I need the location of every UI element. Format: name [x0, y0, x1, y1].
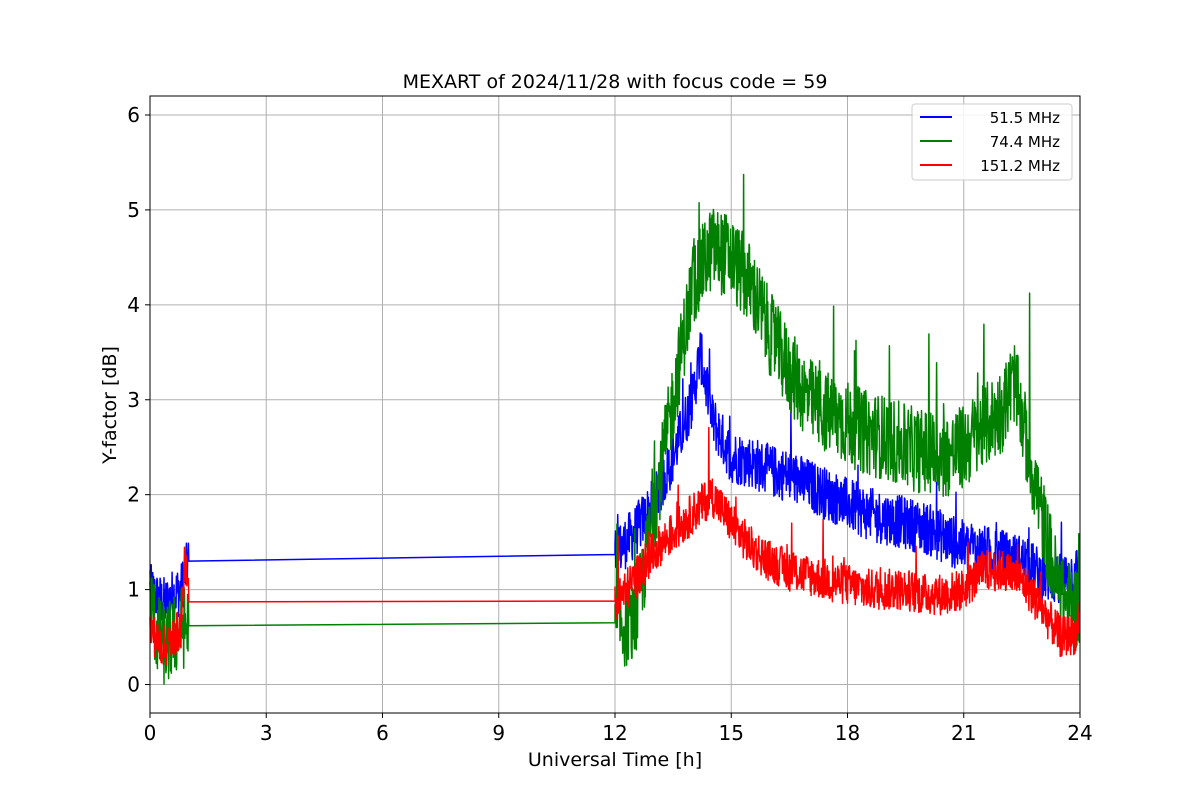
- y-tick-label: 4: [127, 293, 140, 317]
- legend-label: 51.5 MHz: [990, 109, 1060, 127]
- x-tick-label: 6: [376, 721, 389, 745]
- x-axis-label: Universal Time [h]: [528, 749, 702, 771]
- y-tick-label: 0: [127, 673, 140, 697]
- x-tick-label: 9: [492, 721, 505, 745]
- y-tick-label: 5: [127, 198, 140, 222]
- legend-label: 74.4 MHz: [990, 133, 1060, 151]
- legend-box: [911, 103, 1073, 181]
- y-tick-label: 3: [127, 388, 140, 412]
- x-tick-label: 0: [144, 721, 157, 745]
- x-tick-label: 3: [260, 721, 273, 745]
- legend-label: 151.2 MHz: [980, 157, 1060, 175]
- y-tick-label: 1: [127, 578, 140, 602]
- x-tick-label: 15: [719, 721, 744, 745]
- y-tick-label: 2: [127, 483, 140, 507]
- chart-title: MEXART of 2024/11/28 with focus code = 5…: [403, 71, 828, 93]
- series-line: [149, 426, 1081, 667]
- y-tick-label: 6: [127, 103, 140, 127]
- legend: 51.5 MHz 74.4 MHz 151.2 MHz: [911, 103, 1073, 181]
- x-tick-label: 12: [602, 721, 627, 745]
- series-layer: [149, 173, 1081, 685]
- x-tick-label: 21: [951, 721, 976, 745]
- series-line: [149, 173, 1081, 685]
- x-tick-label: 24: [1067, 721, 1092, 745]
- x-tick-label: 18: [835, 721, 860, 745]
- y-axis-label: Y-factor [dB]: [99, 346, 121, 465]
- grid: [149, 96, 1081, 713]
